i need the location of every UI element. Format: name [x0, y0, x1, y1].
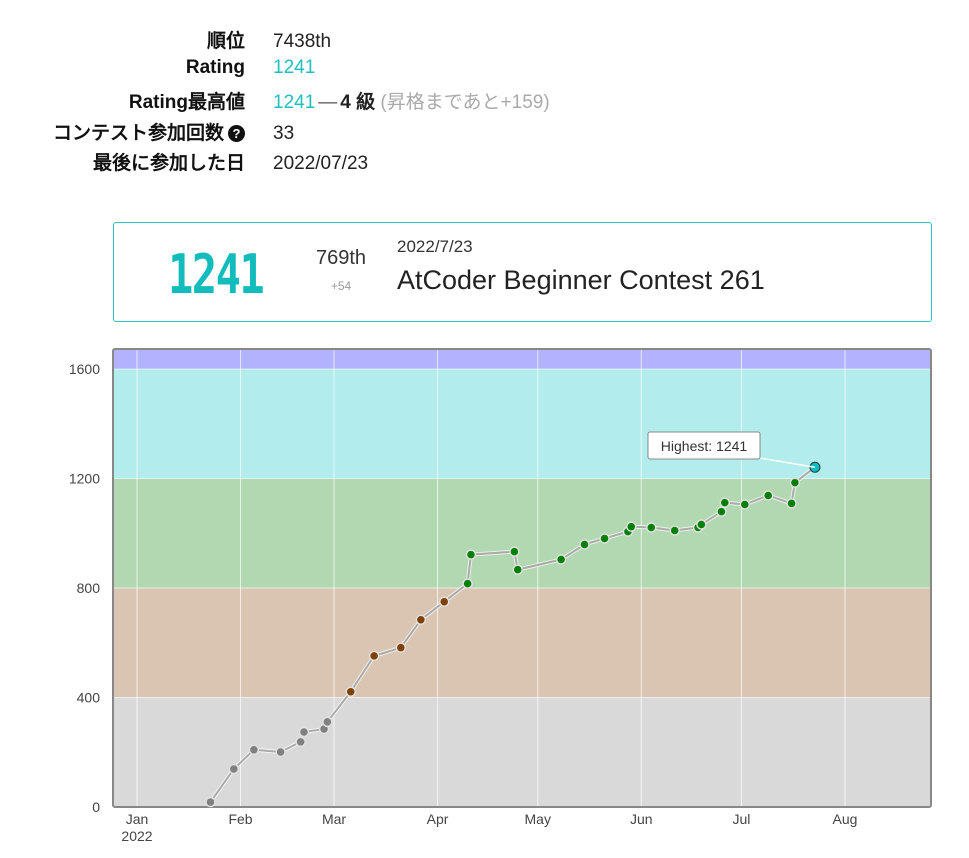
- contests-label-group: コンテスト参加回数?: [0, 118, 273, 145]
- x-tick-label: Jan: [126, 811, 149, 827]
- rating-point[interactable]: [716, 506, 727, 517]
- y-tick-label: 0: [92, 799, 100, 815]
- highest-value: 1241: [273, 92, 316, 113]
- rating-value: 1241: [273, 56, 316, 78]
- highest-value-group: 1241—4 級 (昇格まであと+159): [273, 87, 550, 114]
- highest-label: Rating最高値: [128, 92, 245, 113]
- rating-point[interactable]: [295, 736, 306, 748]
- rating-point[interactable]: [205, 796, 216, 808]
- rating-band: [113, 349, 931, 369]
- stat-highest: Rating最高値 1241—4 級 (昇格まであと+159): [0, 87, 700, 118]
- rating-point[interactable]: [599, 533, 610, 544]
- card-date: 2022/7/23: [397, 237, 473, 256]
- x-tick-label: Apr: [427, 811, 449, 827]
- rating-band: [113, 697, 931, 807]
- rating-point[interactable]: [298, 726, 310, 738]
- rating-point[interactable]: [626, 521, 637, 532]
- user-stats: 順位 7438th Rating 1241 Rating最高値 1241—4 級…: [0, 26, 700, 179]
- dash: —: [318, 92, 338, 113]
- x-tick-label: Jun: [630, 811, 653, 827]
- stat-rank: 順位 7438th: [0, 26, 700, 57]
- plot-border: [112, 348, 932, 808]
- rank-value: 7438th: [273, 31, 332, 52]
- y-tick-label: 1200: [69, 471, 100, 487]
- card-rank: 769th: [315, 247, 367, 269]
- rating-point[interactable]: [228, 763, 240, 775]
- stat-rating: Rating 1241: [0, 57, 700, 88]
- help-icon[interactable]: ?: [228, 124, 245, 142]
- rank-label: 順位: [206, 31, 245, 52]
- rating-point[interactable]: [509, 546, 520, 557]
- rating-point[interactable]: [345, 686, 356, 698]
- last-date-value: 2022/07/23: [273, 153, 369, 174]
- x-tick-label: Jul: [733, 811, 751, 827]
- rating-point[interactable]: [512, 564, 523, 575]
- stat-last-date: 最後に参加した日 2022/07/23: [0, 148, 700, 179]
- rating-point[interactable]: [786, 498, 797, 509]
- annotation-text: Highest: 1241: [661, 438, 748, 454]
- rating-point[interactable]: [762, 490, 774, 501]
- rating-point[interactable]: [696, 519, 707, 530]
- annotation-box: [647, 431, 761, 460]
- contests-label: コンテスト参加回数: [52, 122, 224, 144]
- rating-point[interactable]: [248, 744, 260, 756]
- rating-point[interactable]: [395, 642, 407, 653]
- rating-point[interactable]: [438, 596, 450, 607]
- card-contest-name[interactable]: AtCoder Beginner Contest 261: [397, 265, 765, 295]
- y-tick-label: 1600: [69, 361, 100, 377]
- rating-point[interactable]: [415, 614, 427, 626]
- last-date-label: 最後に参加した日: [92, 153, 245, 174]
- contest-status-card: 1241 769th +54 2022/7/23 AtCoder Beginne…: [113, 222, 932, 322]
- rating-label: Rating: [185, 56, 245, 78]
- rating-point[interactable]: [275, 746, 286, 758]
- rating-point[interactable]: [555, 554, 567, 565]
- rating-point[interactable]: [646, 522, 657, 533]
- y-tick-label: 400: [77, 690, 101, 706]
- card-rating: 1241: [168, 243, 265, 306]
- x-tick-label: May: [525, 811, 551, 827]
- rating-point[interactable]: [789, 477, 801, 488]
- rating-point[interactable]: [739, 499, 751, 510]
- rating-point[interactable]: [462, 578, 473, 589]
- rating-point[interactable]: [579, 539, 590, 550]
- x-tick-year: 2022: [121, 828, 152, 844]
- rating-point[interactable]: [465, 549, 477, 560]
- contests-value: 33: [273, 122, 295, 144]
- stat-contests: コンテスト参加回数? 33: [0, 118, 700, 149]
- x-tick-label: Mar: [322, 811, 346, 827]
- rating-band: [113, 588, 931, 698]
- annotation-leader: [759, 457, 816, 469]
- x-tick-label: Aug: [833, 811, 858, 827]
- rating-point[interactable]: [669, 525, 680, 536]
- rating-chart: Jan 2022 Feb Mar Apr May Jun Jul Aug 0 400 800 1200 1…: [0, 340, 969, 853]
- highest-rank: 4 級: [340, 92, 376, 113]
- x-tick-label: Feb: [228, 811, 252, 827]
- rating-band: [113, 369, 931, 479]
- card-rating-diff: +54: [330, 279, 352, 293]
- promotion-note: (昇格まであと+159): [380, 92, 550, 113]
- y-tick-label: 800: [77, 580, 101, 596]
- rating-point[interactable]: [368, 650, 380, 662]
- rating-point[interactable]: [322, 716, 333, 728]
- rating-point[interactable]: [719, 497, 731, 508]
